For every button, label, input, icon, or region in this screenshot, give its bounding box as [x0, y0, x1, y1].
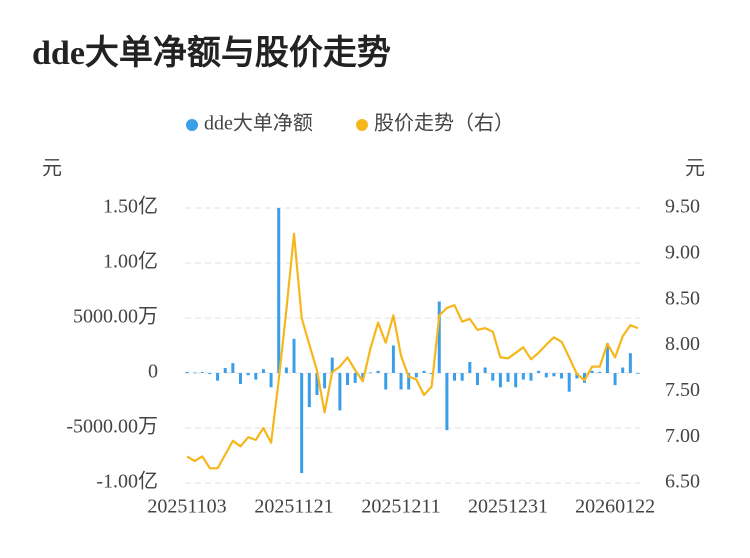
bar	[231, 363, 235, 373]
bar	[460, 373, 464, 381]
legend-label: 股价走势（右）	[374, 112, 514, 135]
bar	[323, 373, 327, 389]
bar	[529, 373, 533, 381]
x-tick-label: 20251211	[361, 496, 440, 518]
bar	[246, 373, 250, 376]
bar	[468, 362, 472, 373]
bar	[552, 373, 556, 377]
bar	[208, 373, 212, 375]
bar	[560, 373, 564, 379]
bar	[361, 373, 365, 379]
y2-tick-label: 9.00	[665, 241, 700, 263]
bar	[506, 373, 510, 382]
bar	[284, 367, 288, 373]
bar	[567, 373, 571, 392]
bar	[216, 373, 220, 381]
bar	[537, 370, 541, 373]
bar	[407, 373, 411, 390]
bar	[590, 370, 594, 373]
legend-marker	[186, 119, 198, 131]
y-tick-label: -1.00亿	[96, 470, 158, 493]
chart-title: dde大单净额与股价走势	[32, 34, 391, 72]
bar	[338, 373, 342, 411]
bar	[391, 345, 395, 373]
y2-tick-label: 7.00	[665, 425, 700, 447]
bar	[277, 208, 281, 373]
x-tick-label: 20251231	[468, 496, 548, 518]
y2-tick-label: 8.00	[665, 333, 700, 355]
y2-tick-label: 6.50	[665, 471, 700, 493]
y2-unit-label: 元	[685, 158, 705, 180]
bar	[483, 367, 487, 373]
bar	[200, 371, 204, 373]
bar	[422, 370, 426, 373]
price-line	[186, 232, 639, 470]
bar	[544, 373, 548, 378]
bar	[628, 353, 632, 373]
bar	[269, 373, 273, 388]
bar	[621, 367, 625, 373]
legend-label: dde大单净额	[204, 112, 313, 135]
bar	[254, 373, 258, 380]
bar	[239, 373, 243, 384]
bar	[300, 373, 304, 474]
y2-tick-label: 8.50	[665, 287, 700, 309]
bar	[605, 343, 609, 373]
y2-tick-label: 9.50	[665, 196, 700, 218]
bar	[353, 373, 357, 383]
legend-marker	[356, 119, 368, 131]
bar	[376, 370, 380, 373]
y-tick-label: 5000.00万	[73, 306, 158, 328]
bar	[598, 371, 602, 373]
bar	[521, 373, 525, 380]
bar	[185, 371, 189, 373]
y2-tick-label: 7.50	[665, 379, 700, 401]
bar	[636, 373, 640, 374]
x-tick-label: 20251121	[254, 496, 333, 518]
y-tick-label: 0	[148, 361, 158, 383]
bar	[498, 373, 502, 388]
bar	[307, 373, 311, 408]
x-tick-label: 20260122	[575, 496, 655, 518]
bar	[292, 338, 296, 373]
bar	[384, 373, 388, 390]
bar	[368, 372, 372, 374]
bar	[430, 373, 434, 375]
bar	[399, 373, 403, 390]
bar	[613, 373, 617, 386]
bar	[414, 373, 418, 378]
bar	[475, 373, 479, 386]
y-tick-label: -5000.00万	[66, 416, 158, 438]
bar	[223, 368, 227, 373]
bar	[193, 372, 197, 374]
bar	[346, 373, 350, 386]
bar	[445, 373, 449, 431]
bar	[582, 373, 586, 383]
x-tick-label: 20251103	[147, 496, 226, 518]
y-tick-label: 1.00亿	[103, 250, 158, 273]
bar	[437, 301, 441, 373]
y-tick-label: 1.50亿	[103, 195, 158, 218]
bar	[453, 373, 457, 381]
bar	[315, 373, 319, 395]
bar	[491, 373, 495, 381]
y-unit-label: 元	[42, 158, 62, 180]
bar	[261, 369, 265, 373]
bar	[514, 373, 518, 388]
bar	[575, 373, 579, 379]
bar	[330, 357, 334, 373]
